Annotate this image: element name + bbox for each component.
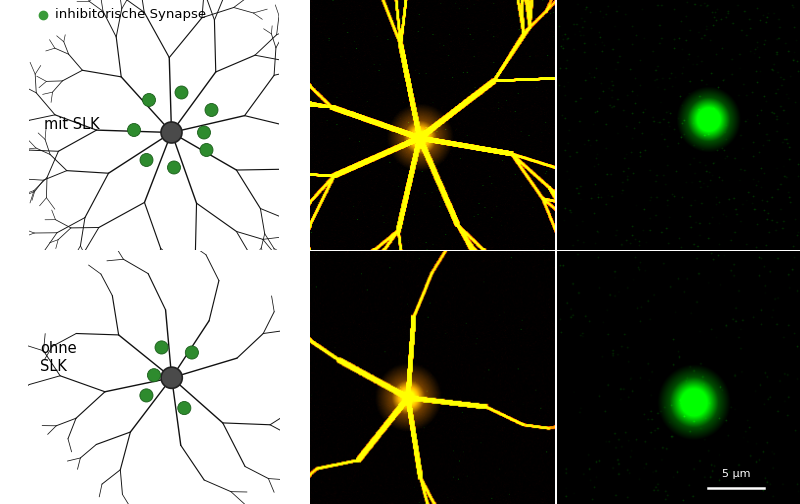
Circle shape [167,161,181,174]
Circle shape [161,367,182,389]
Circle shape [140,389,153,402]
Text: mit SLK: mit SLK [44,117,100,133]
Text: inhibitorische Synapse: inhibitorische Synapse [55,9,206,22]
Circle shape [161,122,182,143]
Circle shape [200,144,213,156]
Text: ohne
SLK: ohne SLK [40,341,77,374]
Circle shape [205,103,218,116]
Circle shape [142,94,155,106]
Circle shape [198,126,210,139]
Circle shape [178,402,191,415]
Text: 5 μm: 5 μm [722,469,750,479]
Circle shape [140,154,153,166]
Circle shape [186,346,198,359]
Circle shape [127,123,141,137]
Circle shape [147,368,161,382]
Circle shape [155,341,168,354]
Circle shape [175,86,188,99]
